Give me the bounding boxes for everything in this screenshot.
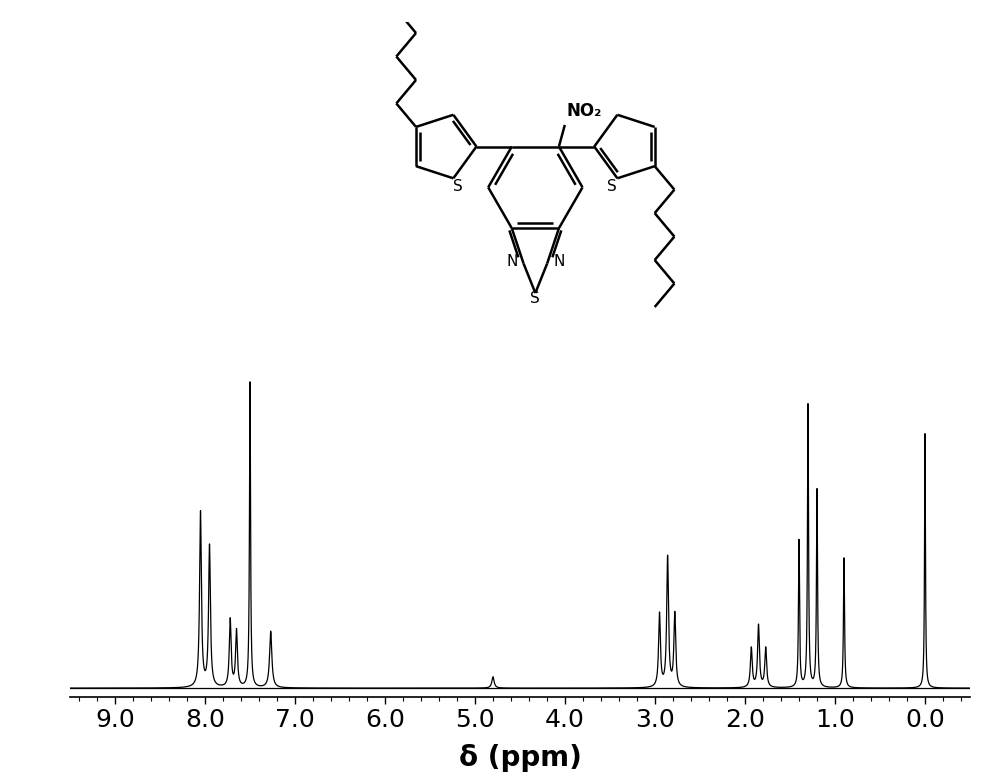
Text: S: S: [530, 292, 540, 307]
Text: S: S: [453, 180, 463, 194]
Text: N: N: [553, 254, 565, 269]
Text: N: N: [506, 254, 517, 269]
X-axis label: δ (ppm): δ (ppm): [459, 744, 581, 772]
Text: S: S: [607, 180, 616, 194]
Text: NO₂: NO₂: [567, 102, 602, 120]
